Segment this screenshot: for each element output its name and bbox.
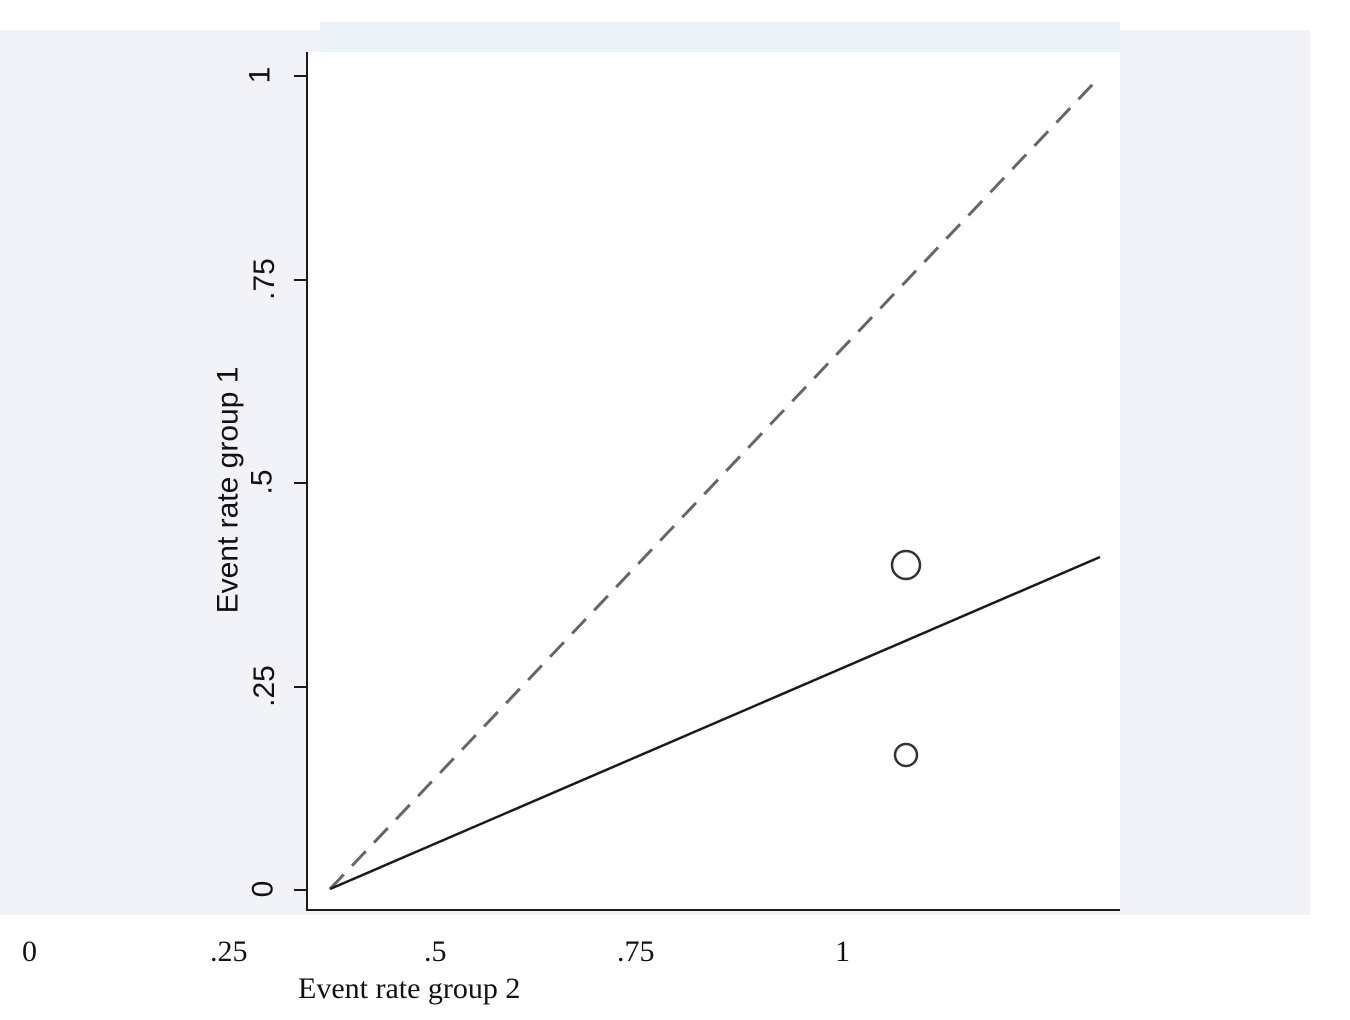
fitted-solid-line	[329, 555, 1101, 891]
study-marker-small	[893, 742, 919, 768]
x-tick-label: 1	[835, 935, 850, 968]
x-tick-label: .75	[617, 935, 655, 968]
y-axis-title: Event rate group 1	[211, 366, 245, 614]
study-marker-large	[890, 549, 922, 581]
y-tick-label: .25	[247, 665, 281, 707]
figure-top-strip	[320, 22, 1120, 52]
x-axis-title: Event rate group 2	[298, 972, 521, 1005]
y-tick-label: .75	[247, 258, 281, 300]
plot-area	[307, 52, 1120, 910]
y-tick-label: .5	[245, 469, 279, 495]
equality-dashed-line	[328, 82, 1095, 891]
x-tick-label: 0	[22, 935, 37, 968]
x-tick-label: .25	[210, 935, 248, 968]
y-tick-label: 1	[243, 66, 277, 84]
y-ticks	[294, 75, 307, 891]
y-tick-label: 0	[246, 880, 280, 898]
x-tick-label: .5	[424, 935, 447, 968]
